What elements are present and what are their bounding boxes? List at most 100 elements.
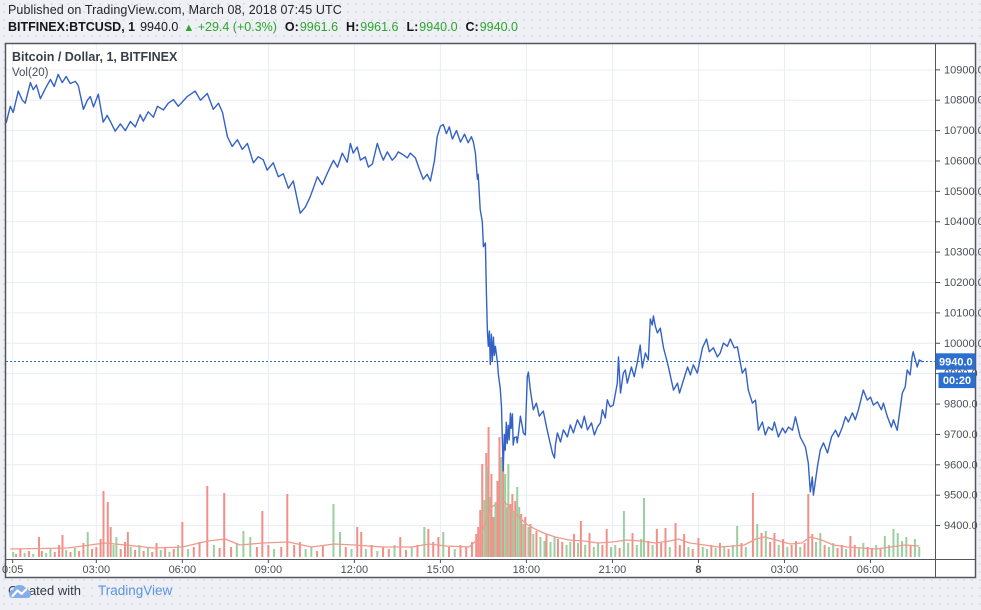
price-tick-label: 10000.0 <box>944 338 981 350</box>
volume-bar <box>545 534 548 557</box>
volume-bar <box>875 545 878 557</box>
volume-bar <box>862 543 865 557</box>
volume-bar <box>807 494 810 557</box>
volume-bar <box>651 545 654 557</box>
volume-bar <box>597 543 600 557</box>
volume-bar <box>618 548 621 557</box>
price-line <box>5 73 923 496</box>
volume-bar <box>592 547 595 557</box>
volume-bar <box>516 487 519 557</box>
volume-bar <box>500 457 503 557</box>
high-field: H:9961.6 <box>343 20 398 34</box>
high-value: 9961.6 <box>360 20 399 34</box>
volume-bar <box>584 545 587 557</box>
open-value: 9961.6 <box>299 20 339 34</box>
volume-bar <box>803 543 806 557</box>
close-value: 9940.0 <box>479 20 518 34</box>
volume-bar <box>714 548 717 557</box>
volume-bar <box>12 552 15 557</box>
volume-bar <box>223 493 226 557</box>
volume-bar <box>321 545 324 557</box>
volume-bar <box>518 507 521 557</box>
volume-bar <box>187 549 190 557</box>
volume-bar <box>498 437 501 557</box>
volume-bar <box>901 541 904 557</box>
volume-bar <box>577 543 580 557</box>
volume-bar <box>298 542 301 557</box>
symbol-info-bar: BITFINEX:BTCUSD, 1 9940.0 ▲ +29.4 (+0.3%… <box>8 20 518 34</box>
volume-bar <box>332 504 335 557</box>
volume-bar <box>496 481 499 557</box>
volume-bar <box>286 494 289 557</box>
volume-bar <box>475 534 478 557</box>
volume-bar <box>539 537 542 557</box>
volume-bar <box>19 549 22 557</box>
volume-bar <box>553 537 556 557</box>
volume-bar <box>481 464 484 557</box>
price-tick-label: 9600.0 <box>944 459 978 471</box>
volume-indicator-label: Vol(20) <box>12 67 49 79</box>
volume-bar <box>588 533 591 557</box>
volume-bar <box>751 493 754 557</box>
current-price-badge <box>936 353 976 370</box>
volume-bar <box>432 542 435 557</box>
volume-bar <box>549 542 552 557</box>
volume-bar <box>181 522 184 557</box>
volume-bar <box>168 552 171 557</box>
volume-bar <box>119 549 122 557</box>
volume-bar <box>447 547 450 557</box>
volume-bar <box>614 545 617 557</box>
volume-bar <box>529 524 532 557</box>
volume-bar <box>710 545 713 557</box>
volume-bar <box>740 543 743 557</box>
volume-bar <box>316 551 319 557</box>
volume-bar <box>37 537 40 557</box>
volume-bar <box>879 549 882 557</box>
volume-bar <box>609 547 612 557</box>
volume-bar <box>172 549 175 557</box>
volume-bar <box>697 538 700 557</box>
tradingview-link[interactable]: TradingView <box>97 583 173 598</box>
volume-bar <box>849 536 852 557</box>
volume-bar <box>142 551 145 557</box>
volume-bar <box>565 545 568 557</box>
volume-bar <box>198 542 201 557</box>
volume-bar <box>91 549 94 557</box>
time-tick-label: 18:00 <box>513 564 541 576</box>
volume-bar <box>845 549 848 557</box>
volume-bar <box>49 549 52 557</box>
volume-bar <box>561 542 564 557</box>
volume-bar <box>773 533 776 557</box>
volume-bar <box>376 551 379 557</box>
volume-ma-line <box>10 500 920 550</box>
volume-bar <box>192 547 195 557</box>
open-label: O: <box>284 20 299 34</box>
volume-bar <box>65 550 68 557</box>
volume-bar <box>483 500 486 557</box>
volume-bar <box>102 491 105 557</box>
volume-bar <box>470 542 473 557</box>
volume-bar <box>134 550 137 557</box>
price-tick-label: 10500.0 <box>944 186 981 198</box>
volume-bar <box>423 527 426 557</box>
volume-bar <box>109 527 112 557</box>
price-change: ▲ +29.4 (+0.3%) <box>183 20 277 34</box>
volume-bar <box>492 517 495 557</box>
volume-bar <box>664 528 667 557</box>
volume-bar <box>870 548 873 557</box>
volume-bar <box>206 486 209 557</box>
volume-bar <box>370 545 373 557</box>
volume-bar <box>106 502 109 557</box>
price-tick-label: 10400.0 <box>944 216 981 228</box>
volume-bar <box>230 547 233 557</box>
volume-bar <box>177 545 180 557</box>
price-tick-label: 9500.0 <box>944 490 978 502</box>
volume-bar <box>527 527 530 557</box>
bar-countdown-badge-label: 00:20 <box>943 375 971 387</box>
volume-bar <box>293 545 296 557</box>
volume-bar <box>126 532 129 557</box>
volume-bar <box>647 541 650 557</box>
volume-bar <box>212 545 215 557</box>
time-tick-label: 12:00 <box>341 564 369 576</box>
